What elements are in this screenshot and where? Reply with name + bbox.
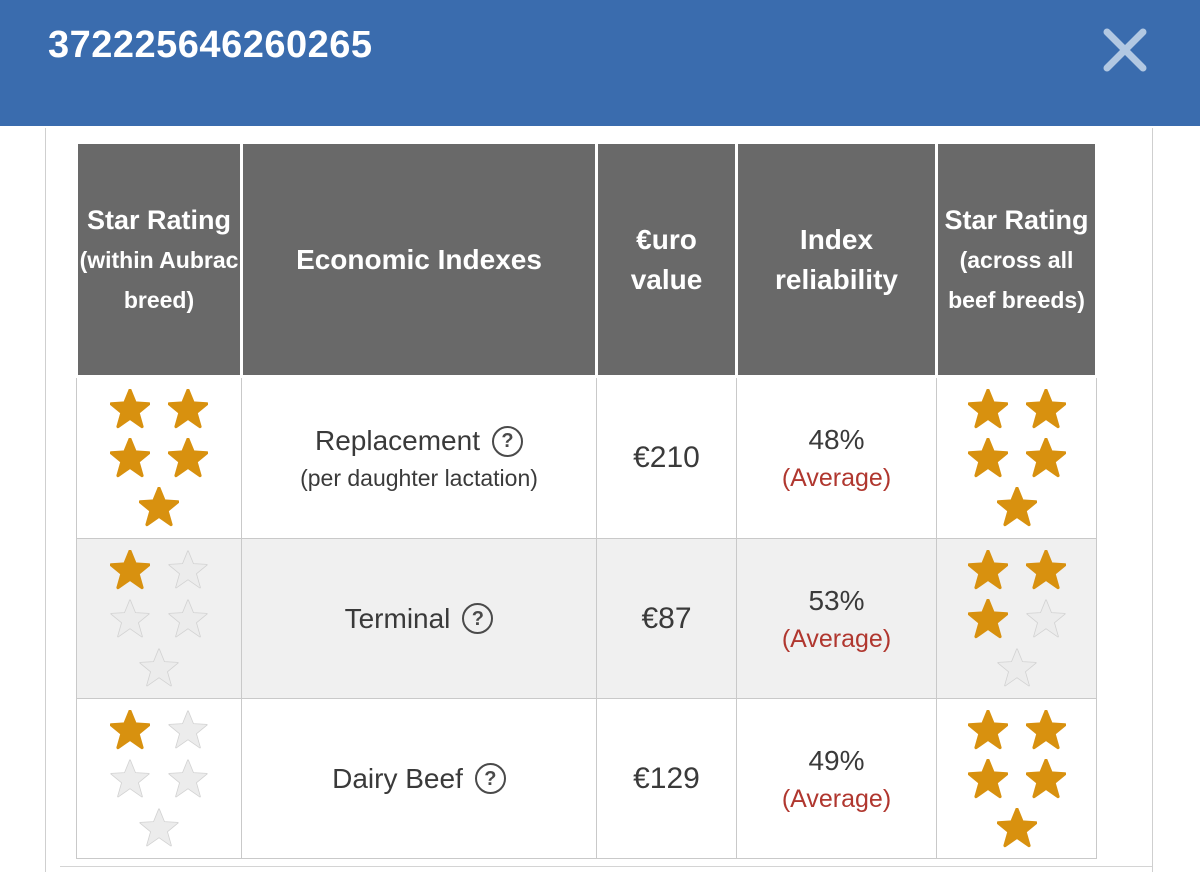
reliability-percent: 49% bbox=[808, 744, 865, 776]
star-gold-icon bbox=[996, 807, 1037, 847]
cell-euro-value: €129 bbox=[596, 698, 737, 859]
star-gray-icon bbox=[168, 549, 208, 588]
table-row-replacement: Replacement ? (per daughter lactation) €… bbox=[76, 376, 1097, 539]
col-header-main: Star Rating bbox=[944, 204, 1089, 235]
star-gray-icon bbox=[139, 807, 179, 846]
star-rating-across-breeds bbox=[937, 549, 1096, 688]
close-button[interactable] bbox=[1095, 20, 1155, 80]
economic-indexes-table: Star Rating (within Aubrac breed) Econom… bbox=[75, 141, 1098, 859]
cell-euro-value: €210 bbox=[596, 376, 737, 539]
euro-value: €129 bbox=[633, 761, 700, 795]
next-table-top-border bbox=[60, 866, 1152, 867]
index-note: (per daughter lactation) bbox=[300, 465, 538, 491]
star-rating-across-breeds bbox=[937, 709, 1096, 848]
reliability-percent: 53% bbox=[808, 584, 865, 616]
col-header-main: €uro value bbox=[630, 223, 703, 295]
star-gold-icon bbox=[967, 438, 1008, 478]
col-header-sub: (within Aubrac breed) bbox=[79, 246, 239, 313]
cell-stars-within bbox=[76, 698, 242, 859]
help-icon[interactable]: ? bbox=[491, 425, 523, 457]
cell-euro-value: €87 bbox=[596, 538, 737, 699]
cell-index-reliability: 49% (Average) bbox=[736, 698, 937, 859]
star-gray-icon bbox=[1025, 598, 1066, 637]
star-gray-icon bbox=[168, 598, 208, 637]
cell-stars-across bbox=[936, 376, 1097, 539]
col-header-sub: (across all beef breeds) bbox=[948, 246, 1085, 313]
modal-title-tag-number: 372225646260265 bbox=[48, 24, 373, 66]
star-gray-icon bbox=[110, 758, 150, 797]
cell-stars-within bbox=[76, 538, 242, 699]
star-gray-icon bbox=[168, 758, 208, 797]
table-row-dairy-beef: Dairy Beef ? €129 49% (Average) bbox=[76, 698, 1097, 859]
star-rating-within-breed bbox=[77, 549, 241, 688]
table-header-row: Star Rating (within Aubrac breed) Econom… bbox=[75, 141, 1098, 378]
star-rating-within-breed bbox=[77, 389, 241, 527]
star-gold-icon bbox=[110, 709, 150, 749]
star-gold-icon bbox=[1025, 549, 1066, 589]
col-header-star-rating-across: Star Rating (across all beef breeds) bbox=[935, 141, 1098, 378]
star-rating-across-breeds bbox=[937, 389, 1096, 527]
reliability-percent: 48% bbox=[808, 424, 865, 455]
star-gray-icon bbox=[110, 598, 150, 637]
index-name-label: Replacement bbox=[315, 425, 480, 456]
col-header-main: Economic Indexes bbox=[296, 243, 542, 275]
modal-body: Star Rating (within Aubrac breed) Econom… bbox=[0, 126, 1200, 872]
star-gold-icon bbox=[168, 389, 208, 429]
cell-index-reliability: 53% (Average) bbox=[736, 538, 937, 699]
col-header-index-reliability: Index reliability bbox=[735, 141, 938, 378]
help-icon[interactable]: ? bbox=[462, 603, 494, 634]
star-gray-icon bbox=[996, 647, 1037, 686]
star-gold-icon bbox=[1025, 389, 1066, 429]
reliability-label: (Average) bbox=[781, 464, 892, 492]
reliability-label: (Average) bbox=[781, 624, 892, 653]
star-gold-icon bbox=[967, 389, 1008, 429]
cell-stars-across bbox=[936, 698, 1097, 859]
star-gray-icon bbox=[139, 647, 179, 686]
col-header-economic-indexes: Economic Indexes bbox=[240, 141, 598, 378]
star-gray-icon bbox=[168, 709, 208, 748]
close-icon bbox=[1103, 28, 1147, 72]
col-header-star-rating-within: Star Rating (within Aubrac breed) bbox=[75, 141, 243, 378]
index-name-label: Dairy Beef bbox=[332, 762, 463, 794]
cell-stars-across bbox=[936, 538, 1097, 699]
star-gold-icon bbox=[967, 758, 1008, 798]
euro-value: €87 bbox=[641, 601, 692, 635]
help-icon[interactable]: ? bbox=[474, 763, 506, 794]
col-header-euro-value: €uro value bbox=[595, 141, 738, 378]
star-gold-icon bbox=[110, 438, 150, 478]
cell-index-reliability: 48% (Average) bbox=[736, 376, 937, 539]
star-gold-icon bbox=[168, 438, 208, 478]
col-header-main: Index reliability bbox=[775, 223, 898, 295]
star-gold-icon bbox=[1025, 709, 1066, 749]
index-name-label: Terminal bbox=[344, 602, 451, 634]
col-header-main: Star Rating bbox=[86, 204, 232, 235]
modal-header: 372225646260265 bbox=[0, 0, 1200, 126]
star-gold-icon bbox=[110, 389, 150, 429]
cell-stars-within bbox=[76, 376, 242, 539]
star-gold-icon bbox=[967, 549, 1008, 589]
star-gold-icon bbox=[967, 598, 1008, 638]
reliability-label: (Average) bbox=[781, 784, 892, 813]
star-rating-within-breed bbox=[77, 709, 241, 848]
cell-index-name: Terminal ? bbox=[241, 538, 597, 699]
euro-value: €210 bbox=[633, 441, 700, 474]
star-gold-icon bbox=[110, 549, 150, 589]
star-gold-icon bbox=[996, 487, 1037, 527]
star-gold-icon bbox=[967, 709, 1008, 749]
panel-right-edge bbox=[1152, 128, 1153, 872]
cell-index-name: Replacement ? (per daughter lactation) bbox=[241, 376, 597, 539]
table-row-terminal: Terminal ? €87 53% (Average) bbox=[76, 538, 1097, 699]
star-gold-icon bbox=[139, 487, 179, 527]
star-gold-icon bbox=[1025, 438, 1066, 478]
star-gold-icon bbox=[1025, 758, 1066, 798]
panel-left-edge bbox=[45, 128, 46, 872]
cell-index-name: Dairy Beef ? bbox=[241, 698, 597, 859]
